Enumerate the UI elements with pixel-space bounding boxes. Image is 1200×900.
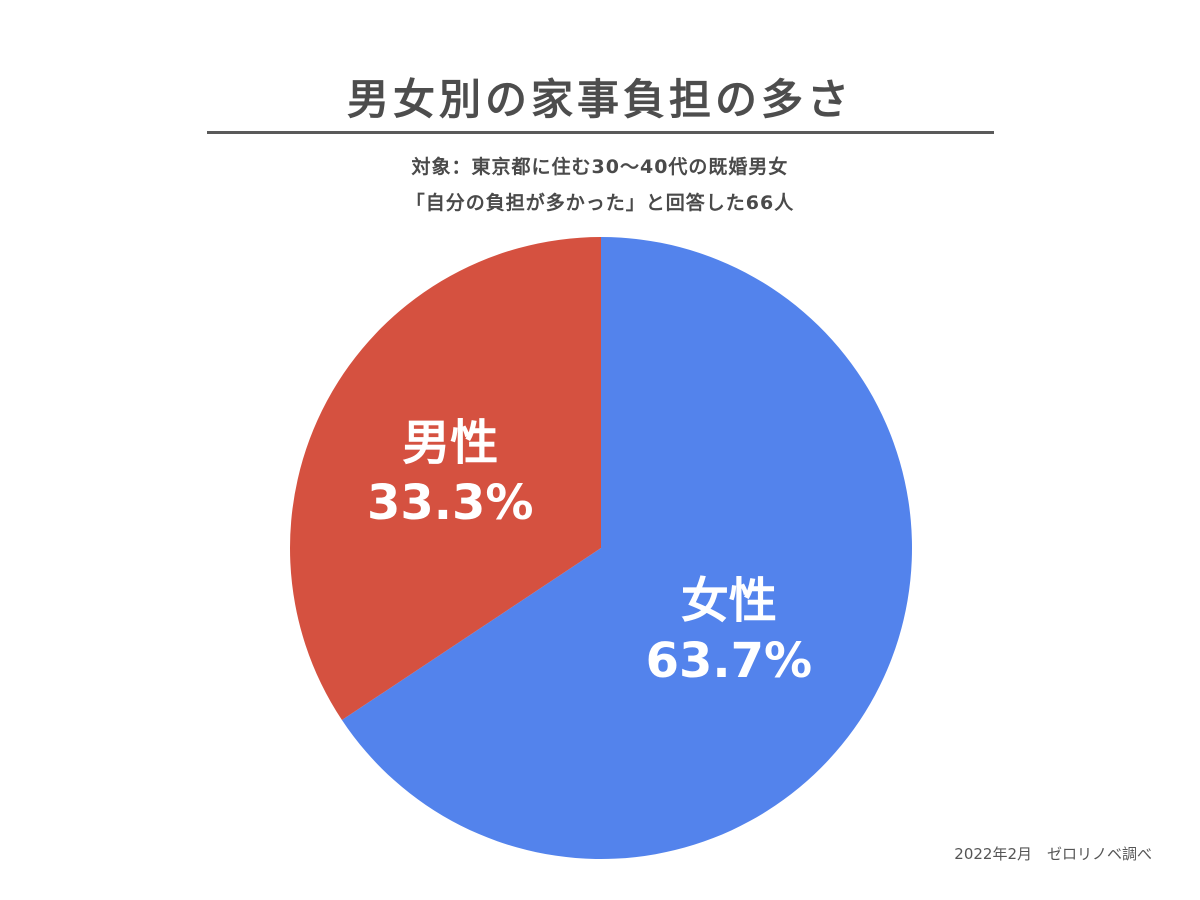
source-note: 2022年2月 ゼロリノベ調べ <box>954 845 1152 863</box>
pie-slice-female <box>341 237 913 859</box>
chart-title: 男女別の家事負担の多さ <box>346 75 853 124</box>
slice-value-label: 33.3% <box>367 475 534 531</box>
slice-category-label: 女性 <box>681 573 777 629</box>
title-underline <box>207 131 994 134</box>
slice-category-label: 男性 <box>402 415 498 471</box>
slice-value-label: 63.7% <box>646 633 813 689</box>
chart-subtitle-line2: 「自分の負担が多かった」と回答した66人 <box>405 192 795 214</box>
pie-slice-male <box>290 236 601 721</box>
chart-subtitle-line1: 対象：東京都に住む30〜40代の既婚男女 <box>411 156 789 178</box>
